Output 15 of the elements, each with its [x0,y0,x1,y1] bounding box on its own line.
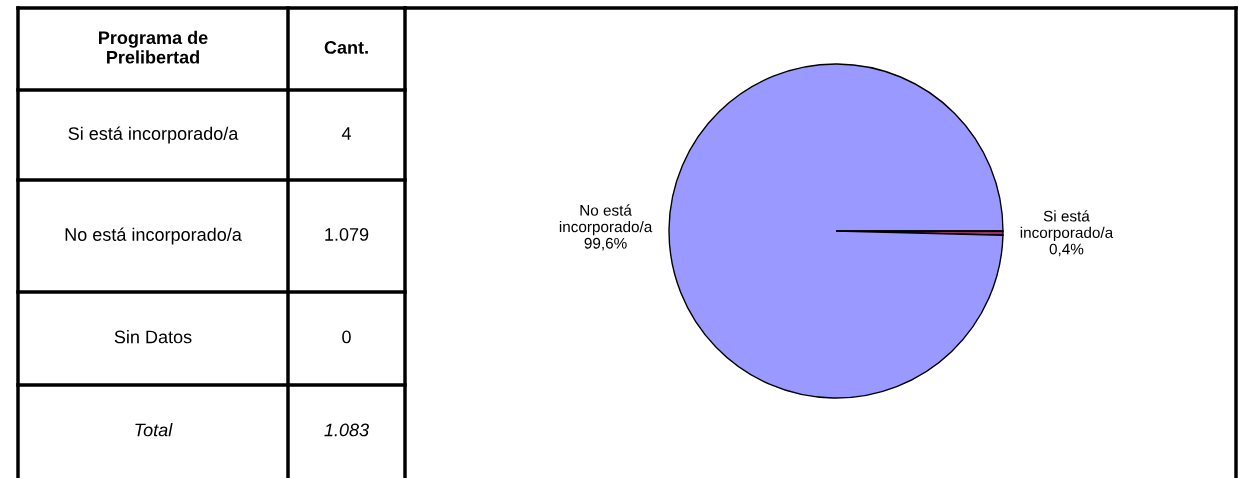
pie-slice [668,63,1004,399]
slice-label: Si está incorporado/a [1020,210,1114,242]
category-label: Sin Datos [114,330,192,344]
text: 4 [341,127,351,140]
text: Programa de Prelibertad [99,30,208,64]
text: 0 [342,330,351,344]
category-label: No está incorporado/a [65,227,242,245]
text: 1.079 [325,228,369,241]
text: Cant. [324,41,368,54]
slice-label: No está incorporado/a [559,204,653,236]
category-label: Si está incorporado/a [68,126,239,144]
text: Total [135,423,173,437]
data-label: 99,6% [584,237,627,251]
text: 1.083 [324,423,369,437]
data-label: 0,4% [1049,243,1084,257]
